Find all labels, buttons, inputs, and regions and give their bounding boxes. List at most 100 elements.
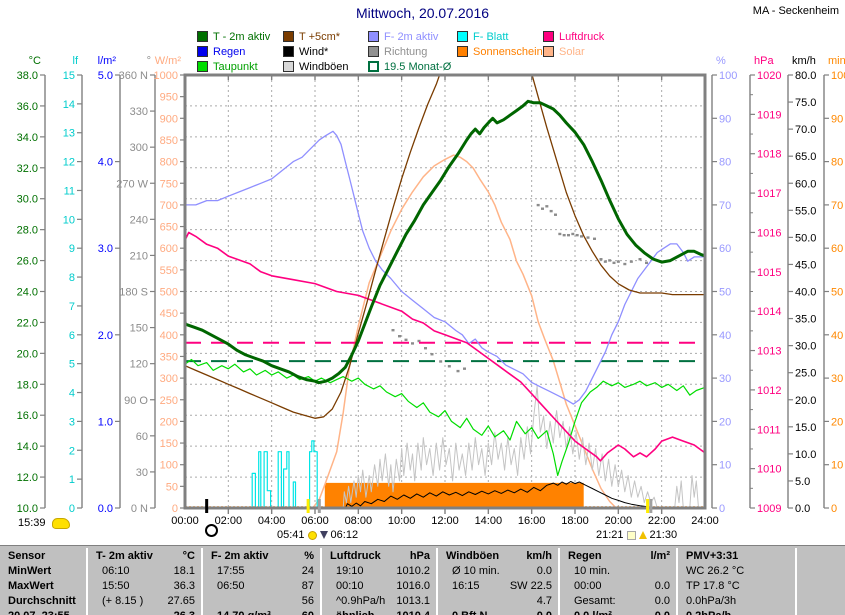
svg-text:8: 8	[69, 272, 75, 284]
svg-text:1: 1	[69, 474, 75, 486]
table-header-pmv-3-31: PMV+3:31	[678, 548, 797, 563]
axis-degC: 38.0 36.0 34.0 32.0 30.0 28.0 26.0 24.0 22.0 20.0…	[17, 55, 46, 515]
column-label: Windböen	[446, 549, 500, 562]
svg-text:900: 900	[160, 113, 178, 125]
svg-text:1000: 1000	[154, 70, 178, 82]
svg-text:450: 450	[160, 308, 178, 320]
axis-wm2: 1000950900850800750700650600550500450400…	[154, 55, 186, 515]
svg-text:1009: 1009	[757, 503, 781, 515]
svg-text:4: 4	[69, 388, 75, 400]
svg-text:5.0: 5.0	[98, 70, 113, 82]
cell-time: 06:10	[102, 564, 130, 577]
svg-text:lf: lf	[73, 55, 79, 67]
svg-text:1012: 1012	[757, 385, 781, 397]
svg-text:02:00: 02:00	[215, 515, 243, 527]
svg-text:50: 50	[831, 287, 843, 299]
svg-text:60: 60	[831, 243, 843, 255]
legend-label: Windböen	[299, 60, 349, 73]
sun-icon	[307, 530, 317, 540]
svg-text:1010: 1010	[757, 464, 781, 476]
legend-swatch-icon	[543, 46, 554, 57]
svg-text:20: 20	[719, 416, 731, 428]
svg-text:7: 7	[69, 301, 75, 313]
cell-time: 17:55	[217, 564, 245, 577]
current-time-label: 15:39	[18, 517, 46, 529]
sunrise-time: 05:41	[277, 529, 305, 541]
svg-text:30.0: 30.0	[795, 341, 816, 353]
svg-text:24:00: 24:00	[691, 515, 719, 527]
svg-text:70: 70	[719, 200, 731, 212]
svg-text:100: 100	[160, 460, 178, 472]
svg-text:0.0: 0.0	[795, 503, 810, 515]
svg-text:60.0: 60.0	[795, 178, 816, 190]
axis-dir: 360 N 330 300 270 W 240 210 180 S 150 120 90 O 60 3…	[116, 55, 156, 515]
table-header-empty	[797, 548, 845, 563]
svg-text:80: 80	[719, 157, 731, 169]
svg-text:20.0: 20.0	[17, 348, 38, 360]
svg-text:270 W: 270 W	[116, 178, 148, 190]
series-sonnenschein	[324, 482, 584, 508]
moonset-arrow-icon	[319, 531, 328, 539]
column-label: F- 2m aktiv	[211, 549, 269, 562]
svg-text:70.0: 70.0	[795, 124, 816, 136]
svg-text:210: 210	[130, 250, 148, 262]
svg-text:300: 300	[160, 373, 178, 385]
sunset-marker: 21:21 21:30	[596, 529, 677, 541]
series-t-plus5cm	[185, 75, 705, 419]
axis-kmh: 80.0 75.0 70.0 65.0 60.0 55.0 50.0 45.0 40.0 35.0…	[787, 55, 816, 515]
svg-text:1011: 1011	[757, 424, 781, 436]
svg-text:0 N: 0 N	[131, 503, 148, 515]
statistics-table: Sensor T- 2m aktiv °C F- 2m aktiv% Luftdruck…	[0, 545, 845, 615]
svg-text:55.0: 55.0	[795, 205, 816, 217]
svg-text:32.0: 32.0	[17, 163, 38, 175]
svg-text:16:00: 16:00	[518, 515, 546, 527]
legend-swatch-icon	[197, 61, 208, 72]
axis-min: 1009080706050403020100min	[823, 55, 845, 515]
cell-value: 0.0	[537, 610, 558, 615]
legend-item-richtung: Richtung	[368, 45, 427, 58]
svg-text:6: 6	[69, 330, 75, 342]
legend-label: F- 2m aktiv	[384, 30, 439, 43]
table-row-durchschnitt: Durchschnitt (+ 8.15 ) 27.65 56 ^0.9hPa/h 101…	[0, 593, 845, 608]
series-luftdruck	[185, 231, 705, 462]
svg-text:4.0: 4.0	[98, 157, 113, 169]
svg-text:40.0: 40.0	[795, 287, 816, 299]
svg-text:1020: 1020	[757, 70, 781, 82]
svg-text:150: 150	[160, 438, 178, 450]
svg-text:min: min	[828, 55, 845, 67]
legend-item-regen: Regen	[197, 45, 245, 58]
moonset-time: 06:12	[330, 529, 359, 541]
column-unit: km/h	[526, 549, 552, 562]
svg-text:45.0: 45.0	[795, 259, 816, 271]
cell-value: 4.7	[536, 594, 552, 607]
svg-text:800: 800	[160, 157, 178, 169]
cell-value: 0.0	[655, 610, 676, 615]
svg-text:30.0: 30.0	[17, 194, 38, 206]
series-wind	[185, 481, 705, 508]
cell-time: Gesamt:	[574, 594, 616, 607]
cell-value: 36.3	[173, 579, 195, 592]
svg-text:75.0: 75.0	[795, 97, 816, 109]
cell-value: 26.3	[174, 610, 201, 615]
column-label: Luftdruck	[330, 549, 381, 562]
sunrise-tick	[306, 499, 310, 513]
legend-item-solar: Solar	[543, 45, 585, 58]
column-unit: °C	[182, 549, 195, 562]
column-label: PMV+3:31	[686, 549, 739, 562]
cell-value: 0.0	[536, 564, 552, 577]
svg-text:40: 40	[831, 330, 843, 342]
legend-swatch-icon	[283, 31, 294, 42]
series-layer	[185, 75, 705, 508]
row-label: MinWert	[8, 564, 52, 577]
cell-time: (+ 8.15 )	[102, 594, 144, 607]
legend-item-windb-en: Windböen	[283, 60, 349, 73]
svg-text:50.0: 50.0	[795, 232, 816, 244]
cell-pmv: TP 17.8 °C	[686, 579, 740, 592]
svg-text:20:00: 20:00	[605, 515, 633, 527]
cell-time: Ø 10 min.	[452, 564, 500, 577]
cell-pmv: 0.0hPa/3h	[686, 594, 737, 607]
table-row-minwert: MinWert 06:10 18.1 17:55 24 19:10 1010.2 Ø 10 m…	[0, 563, 845, 578]
svg-text:30: 30	[136, 467, 148, 479]
svg-text:36.0: 36.0	[17, 101, 38, 113]
